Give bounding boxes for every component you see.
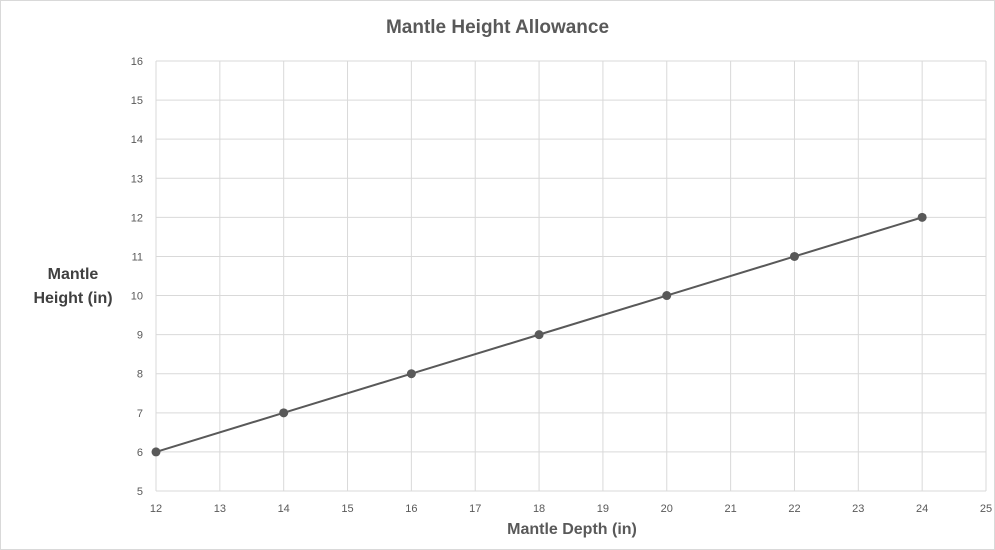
y-axis-title-line2: Height (in) xyxy=(33,290,113,307)
x-tick-label: 23 xyxy=(852,503,864,515)
data-point xyxy=(917,212,927,222)
y-tick-label: 5 xyxy=(137,486,143,498)
y-tick-label: 7 xyxy=(137,408,143,420)
x-tick-label: 13 xyxy=(214,503,226,515)
y-tick-label: 10 xyxy=(131,291,143,303)
y-tick-label: 8 xyxy=(137,369,143,381)
y-axis-title: Mantle Height (in) xyxy=(23,263,123,311)
x-tick-label: 14 xyxy=(278,503,290,515)
x-tick-label: 19 xyxy=(597,503,609,515)
data-point xyxy=(534,330,544,340)
data-point xyxy=(151,447,161,457)
x-axis-title: Mantle Depth (in) xyxy=(507,521,637,538)
y-tick-label: 16 xyxy=(131,56,143,68)
x-tick-label: 21 xyxy=(724,503,736,515)
data-point xyxy=(789,251,799,261)
x-tick-label: 12 xyxy=(150,503,162,515)
y-tick-label: 13 xyxy=(131,173,143,185)
y-tick-label: 15 xyxy=(131,95,143,107)
y-tick-label: 6 xyxy=(137,447,143,459)
x-tick-label: 22 xyxy=(788,503,800,515)
y-axis-title-line1: Mantle xyxy=(47,266,99,283)
chart-title: Mantle Height Allowance xyxy=(385,17,610,38)
x-tick-label: 20 xyxy=(661,503,673,515)
data-point xyxy=(662,291,672,301)
x-tick-label: 15 xyxy=(341,503,353,515)
x-tick-label: 16 xyxy=(405,503,417,515)
y-tick-label: 14 xyxy=(131,134,143,146)
x-tick-label: 24 xyxy=(916,503,928,515)
x-tick-label: 18 xyxy=(533,503,545,515)
y-tick-label: 9 xyxy=(137,330,143,342)
y-tick-label: 11 xyxy=(132,251,143,263)
data-point xyxy=(406,369,416,379)
x-tick-label: 25 xyxy=(980,503,992,515)
data-point xyxy=(279,408,289,418)
x-tick-label: 17 xyxy=(469,503,481,515)
y-tick-label: 12 xyxy=(131,212,143,224)
